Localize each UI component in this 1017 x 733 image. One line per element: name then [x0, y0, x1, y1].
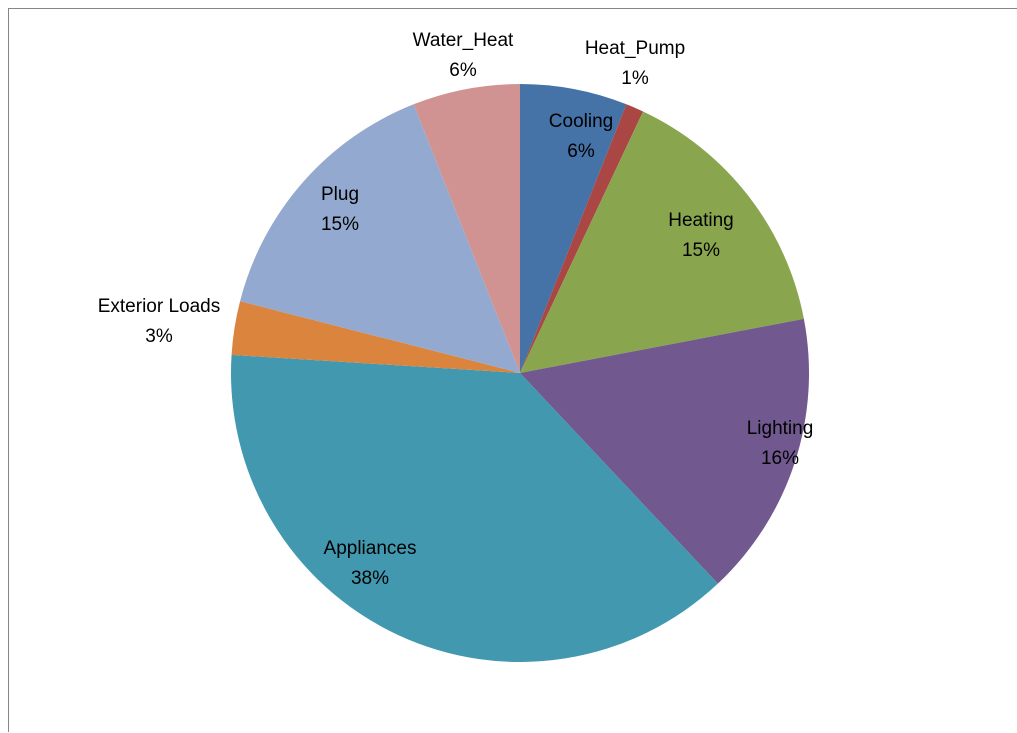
pie-chart: Cooling 6% Heat_Pump 1% Heating 15% Lighting 16…: [98, 30, 814, 662]
pie-slice-exterior-loads: [231, 301, 520, 373]
slice-label-exterior-loads: Exterior Loads 3%: [98, 296, 221, 347]
pie-slice-appliances: [230, 354, 718, 662]
pie-slice-heat-pump: [520, 104, 644, 373]
pie-slice-lighting: [520, 318, 809, 584]
slice-label-lighting: Lighting 16%: [747, 418, 814, 469]
slice-label-heating: Heating 15%: [668, 210, 734, 261]
chart-area: Cooling 6% Heat_Pump 1% Heating 15% Lighting 16…: [8, 8, 1017, 732]
slice-label-cooling: Cooling 6%: [549, 111, 613, 162]
slice-label-water-heat: Water_Heat 6%: [413, 30, 514, 81]
pie-slice-water-heat: [413, 84, 520, 373]
pie-slice-plug: [240, 104, 520, 373]
pie-slice-heating: [520, 111, 804, 373]
pie-slice-cooling: [520, 84, 627, 373]
slice-label-heat-pump: Heat_Pump 1%: [585, 38, 685, 89]
slice-label-appliances: Appliances 38%: [324, 538, 417, 589]
slice-label-plug: Plug 15%: [321, 184, 359, 235]
